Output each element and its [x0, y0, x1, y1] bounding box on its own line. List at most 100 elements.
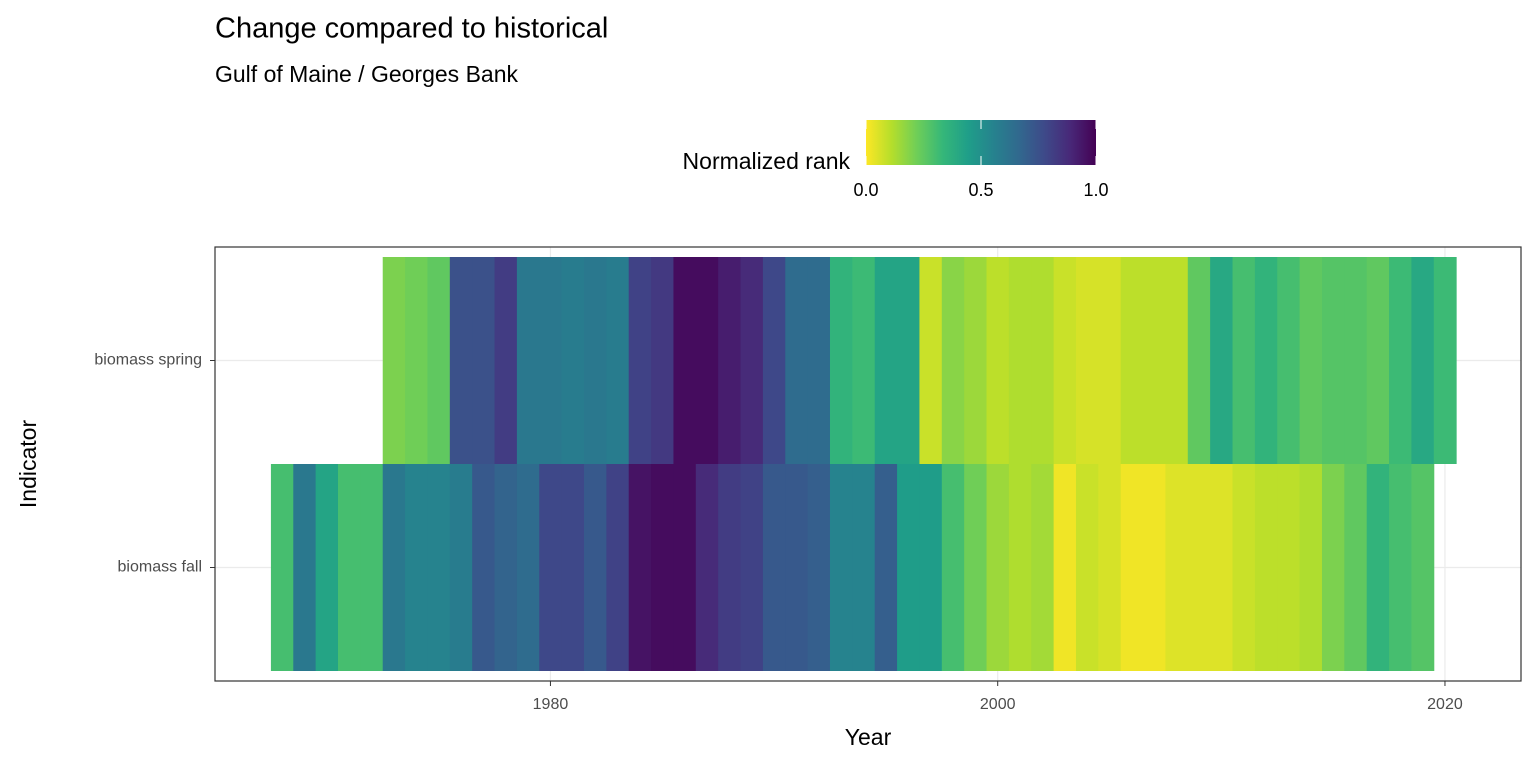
tile [762, 257, 786, 464]
tile [1075, 464, 1099, 671]
tile [986, 464, 1010, 671]
tile [1366, 257, 1390, 464]
tile [315, 464, 339, 671]
tile [472, 257, 496, 464]
tile [897, 257, 920, 464]
tile [1031, 464, 1055, 671]
tile [539, 464, 563, 671]
tile [405, 257, 428, 464]
tile [561, 464, 585, 671]
tile [1165, 257, 1189, 464]
tile [1277, 464, 1301, 671]
tile [427, 464, 451, 671]
tile [852, 464, 876, 671]
tile [651, 257, 674, 464]
tile [1143, 257, 1166, 464]
tile [382, 257, 406, 464]
tile [337, 464, 361, 671]
tile [1008, 464, 1032, 671]
tile [1433, 257, 1457, 464]
tile [561, 257, 585, 464]
tile [360, 464, 384, 671]
legend-title: Normalized rank [683, 148, 851, 174]
tile [583, 464, 607, 671]
tile [762, 464, 786, 671]
tile [1031, 257, 1055, 464]
tile [1344, 464, 1368, 671]
tile [449, 464, 473, 671]
tile [516, 464, 540, 671]
tile [1008, 257, 1032, 464]
tile [1411, 257, 1435, 464]
tile [1321, 464, 1345, 671]
tile [1143, 464, 1166, 671]
tile [293, 464, 317, 671]
y-axis-title: Indicator [15, 420, 41, 509]
tile [1053, 257, 1077, 464]
tile [1120, 257, 1144, 464]
tile [1254, 257, 1278, 464]
tile [718, 464, 742, 671]
tile [1277, 257, 1301, 464]
x-tick-label: 1980 [533, 696, 569, 713]
tile [1299, 257, 1323, 464]
tile [718, 257, 742, 464]
tile [740, 464, 764, 671]
tile [494, 257, 518, 464]
tile [1232, 257, 1256, 464]
tile [628, 464, 652, 671]
tile [852, 257, 876, 464]
x-tick-label: 2020 [1427, 696, 1463, 713]
tile [964, 257, 988, 464]
tile [785, 464, 809, 671]
colorbar-tick-label: 1.0 [1083, 180, 1108, 200]
tile [1075, 257, 1099, 464]
tile [673, 464, 697, 671]
x-tick-label: 2000 [980, 696, 1016, 713]
tile [539, 257, 563, 464]
tile [695, 257, 719, 464]
tile [583, 257, 607, 464]
tile [382, 464, 406, 671]
tile [807, 464, 831, 671]
tile [427, 257, 451, 464]
tile [986, 257, 1010, 464]
tile [1321, 257, 1345, 464]
tile [1389, 257, 1412, 464]
tile [1389, 464, 1412, 671]
tile [1187, 257, 1211, 464]
x-axis-title: Year [845, 724, 892, 750]
tile [1098, 257, 1122, 464]
chart-title: Change compared to historical [215, 13, 608, 45]
tile [941, 257, 965, 464]
tile [1053, 464, 1077, 671]
tile [651, 464, 674, 671]
y-tick-label: biomass spring [94, 352, 202, 369]
tile [449, 257, 473, 464]
tile [807, 257, 831, 464]
tile [829, 257, 853, 464]
tile [472, 464, 496, 671]
tile [494, 464, 518, 671]
tile [874, 257, 898, 464]
tile [405, 464, 428, 671]
tile [964, 464, 988, 671]
panel-border [214, 246, 1522, 682]
tile [1366, 464, 1390, 671]
tile [1165, 464, 1189, 671]
chart-subtitle: Gulf of Maine / Georges Bank [215, 61, 518, 87]
tile [1254, 464, 1278, 671]
y-tick-label: biomass fall [118, 559, 202, 576]
colorbar-tick-label: 0.5 [968, 180, 993, 200]
tile [829, 464, 853, 671]
colorbar-tick-label: 0.0 [853, 180, 878, 200]
tile [1187, 464, 1211, 671]
tile [941, 464, 965, 671]
tile [1210, 257, 1234, 464]
tile [695, 464, 719, 671]
tile [919, 464, 943, 671]
tile [606, 257, 630, 464]
tile [1344, 257, 1368, 464]
tile [1232, 464, 1256, 671]
